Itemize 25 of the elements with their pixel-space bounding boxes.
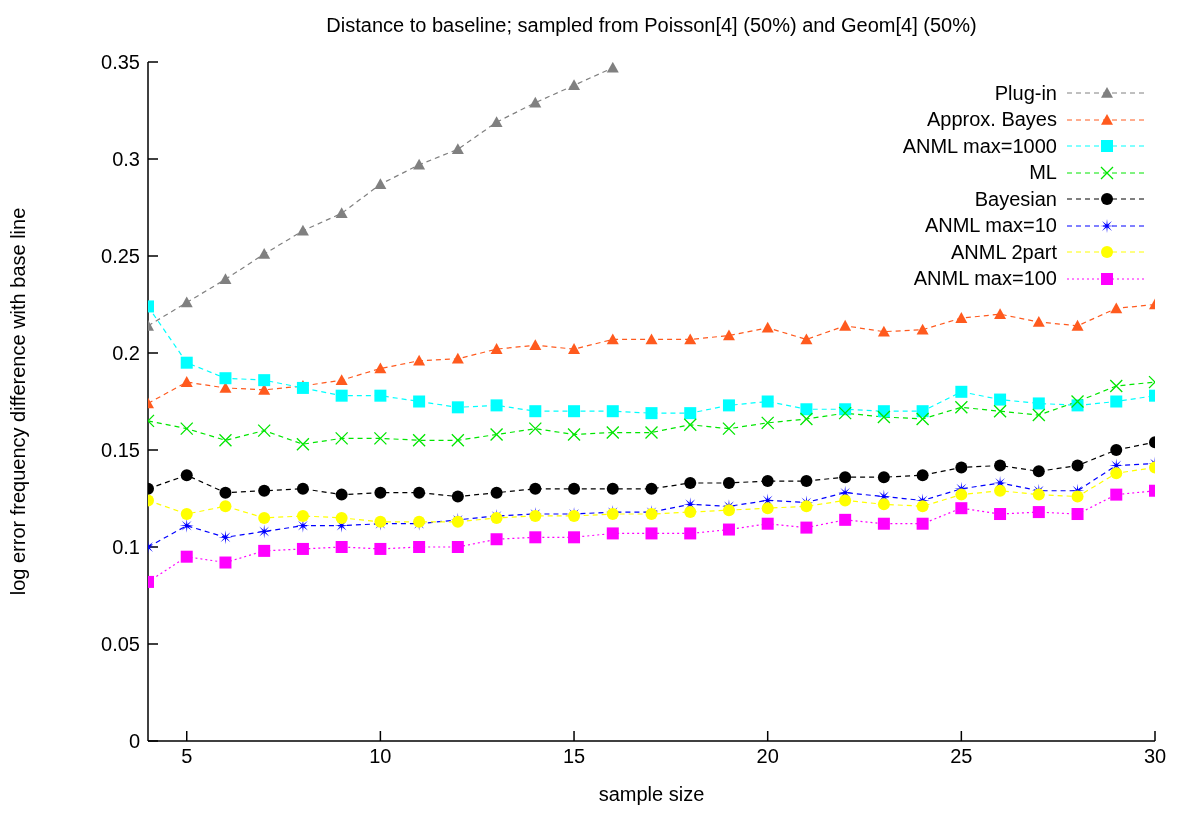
legend-label: ML <box>1029 161 1057 185</box>
y-tick-label: 0 <box>128 730 140 753</box>
x-tick-label: 20 <box>756 745 779 768</box>
y-tick-label: 0.1 <box>112 536 140 559</box>
legend-label: ANML max=10 <box>924 214 1057 238</box>
x-tick-label: 5 <box>181 745 193 768</box>
y-axis-title: log error frequency difference with base line <box>7 207 30 596</box>
x-axis-title: sample size <box>598 783 705 805</box>
x-tick-label: 25 <box>950 745 973 768</box>
y-tick-label: 0.3 <box>112 148 140 171</box>
legend-label: ANML 2part <box>951 240 1057 264</box>
legend-label: ANML max=1000 <box>902 134 1057 158</box>
chart-title: Distance to baseline; sampled from Poisson[4] (50%) and Geom[4] (50%) <box>325 14 978 37</box>
y-tick-label: 0.35 <box>101 51 140 74</box>
y-tick-label: 0.2 <box>112 342 140 365</box>
x-tick-label: 30 <box>1143 745 1167 768</box>
y-tick-label: 0.15 <box>101 439 140 462</box>
legend-label: Bayesian <box>974 187 1057 211</box>
y-tick-label: 0.05 <box>101 633 140 656</box>
legend-label: Plug-in <box>994 81 1057 105</box>
x-tick-label: 15 <box>562 745 586 768</box>
legend-label: ANML max=100 <box>913 267 1057 291</box>
legend-label: Approx. Bayes <box>926 108 1057 132</box>
x-tick-label: 10 <box>369 745 392 768</box>
y-tick-label: 0.25 <box>101 245 140 268</box>
